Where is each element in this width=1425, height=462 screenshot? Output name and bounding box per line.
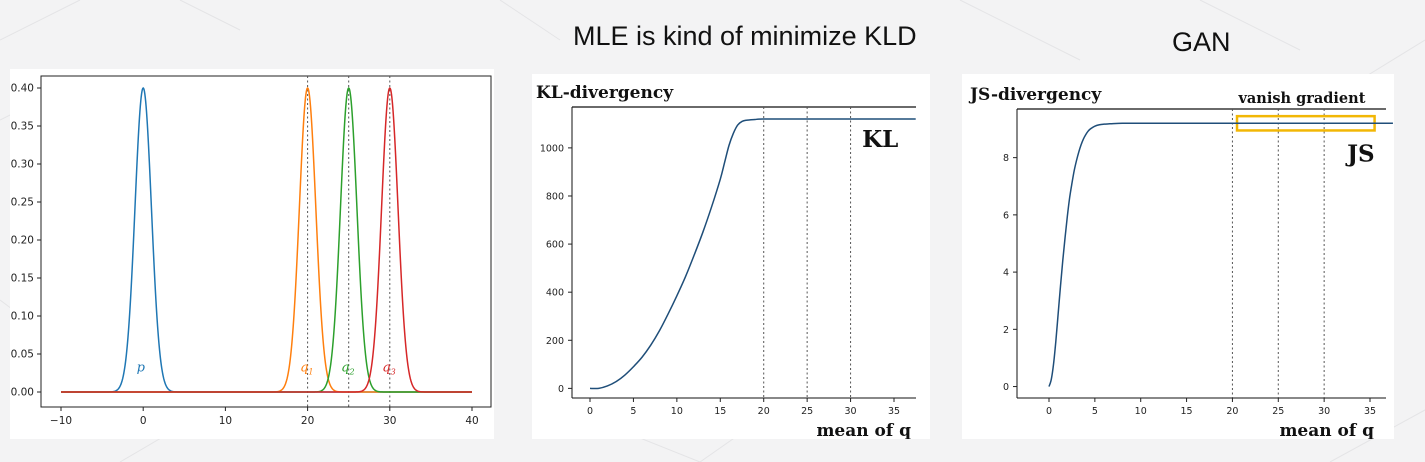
x-axis-label: mean of q xyxy=(816,421,911,439)
x-tick-label: 10 xyxy=(219,415,232,427)
chart-title: KL-divergency xyxy=(536,83,674,103)
x-tick-label: 20 xyxy=(758,406,770,417)
x-tick-label: 35 xyxy=(1364,406,1376,417)
js-chart-panel: JS-divergency 0 2 4 6 8 0 5 10 15 20 25 30 35 JS vanish… xyxy=(962,74,1394,441)
x-tick-label: 30 xyxy=(383,415,396,427)
slide-heading-mle: MLE is kind of minimize KLD xyxy=(573,21,917,51)
gaussian-chart: 0.00 0.05 0.10 0.15 0.20 0.25 0.30 0.35 0.40 −10 0… xyxy=(11,75,492,427)
x-tick-label: 10 xyxy=(1135,406,1147,417)
annotation-p: p xyxy=(137,360,146,375)
js-divergency-chart: JS-divergency 0 2 4 6 8 0 5 10 15 20 25 30 35 JS vanish… xyxy=(968,85,1393,441)
x-tick-label: 25 xyxy=(1272,406,1284,417)
chart-title: JS-divergency xyxy=(968,85,1102,105)
x-tick-label: 15 xyxy=(714,406,726,417)
y-tick-label: 400 xyxy=(546,288,564,299)
x-tick-label: 0 xyxy=(587,406,593,417)
x-tick-label: 30 xyxy=(1318,406,1330,417)
x-tick-label: 10 xyxy=(671,406,683,417)
annotation-vanish-gradient: vanish gradient xyxy=(1237,90,1365,107)
y-tick-label: 0.40 xyxy=(11,83,34,95)
y-tick-label: 800 xyxy=(546,191,564,202)
series-line-q3 xyxy=(61,86,472,393)
y-tick-label: 0 xyxy=(558,384,564,395)
y-tick-label: 0.05 xyxy=(11,349,34,361)
x-tick-label: 5 xyxy=(630,406,636,417)
x-tick-label: 0 xyxy=(1046,406,1052,417)
y-tick-label: 0.20 xyxy=(11,235,34,247)
y-tick-label: 0.00 xyxy=(11,387,34,399)
series-line-q1 xyxy=(61,86,472,393)
x-tick-label: 40 xyxy=(465,415,478,427)
series-line-p xyxy=(61,86,472,393)
x-tick-label: 25 xyxy=(801,406,813,417)
x-tick-label: 0 xyxy=(140,415,147,427)
annotation-kl: KL xyxy=(862,126,898,153)
series-line-JS xyxy=(1048,122,1393,387)
series-line-KL xyxy=(589,118,916,390)
y-tick-label: 8 xyxy=(1003,153,1009,164)
series-line-q2 xyxy=(61,86,472,393)
y-tick-label: 0.10 xyxy=(11,311,34,323)
x-tick-label: 5 xyxy=(1092,406,1098,417)
plot-frame xyxy=(40,75,492,408)
x-tick-label: −10 xyxy=(50,415,72,427)
x-tick-label: 20 xyxy=(301,415,314,427)
y-tick-label: 4 xyxy=(1003,268,1009,279)
y-tick-label: 200 xyxy=(546,336,564,347)
x-axis-label: mean of q xyxy=(1279,421,1374,439)
x-tick-label: 15 xyxy=(1181,406,1193,417)
kl-chart-panel: KL-divergency 0 200 400 600 800 1000 0 5 10 15 20 25… xyxy=(532,74,930,441)
y-tick-label: 0.25 xyxy=(11,197,34,209)
y-tick-label: 600 xyxy=(546,240,564,251)
y-tick-label: 1000 xyxy=(540,143,564,154)
annotation-q2: q2 xyxy=(341,360,354,376)
kl-divergency-chart: KL-divergency 0 200 400 600 800 1000 0 5 10 15 20 25… xyxy=(536,83,916,441)
gaussian-chart-panel: 0.00 0.05 0.10 0.15 0.20 0.25 0.30 0.35 0.40 −10 0… xyxy=(10,69,494,439)
x-tick-label: 35 xyxy=(888,406,900,417)
annotation-js: JS xyxy=(1345,141,1375,168)
slide-heading-gan: GAN xyxy=(1172,27,1231,57)
y-tick-label: 0.35 xyxy=(11,121,34,133)
x-tick-label: 20 xyxy=(1226,406,1238,417)
y-tick-label: 0 xyxy=(1003,382,1009,393)
y-tick-label: 2 xyxy=(1003,325,1009,336)
y-tick-label: 6 xyxy=(1003,210,1009,221)
annotation-q1: q1 xyxy=(300,360,313,376)
y-tick-label: 0.30 xyxy=(11,159,34,171)
annotation-q3: q3 xyxy=(382,360,395,376)
x-tick-label: 30 xyxy=(845,406,857,417)
y-tick-label: 0.15 xyxy=(11,273,34,285)
